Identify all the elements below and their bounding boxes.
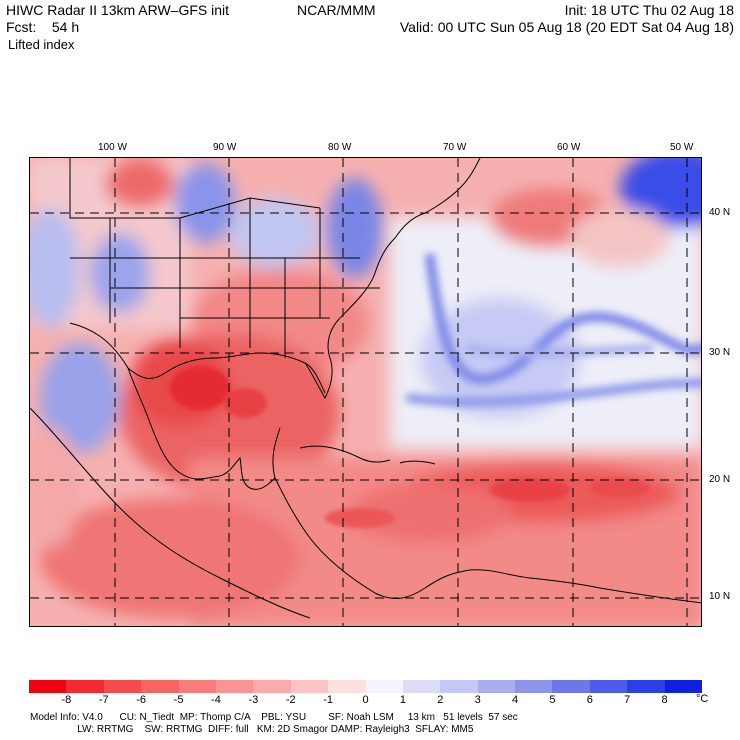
- colorbar-tick-label: -5: [173, 694, 184, 706]
- colorbar-segment: [440, 680, 479, 693]
- field-blue-plains: [90, 233, 150, 313]
- colorbar-segment: [328, 680, 366, 693]
- field-atlantic-blue: [420, 298, 580, 418]
- init-time: Init: 18 UTC Thu 02 Aug 18: [564, 2, 734, 18]
- lon-label: 60 W: [557, 142, 581, 153]
- colorbar-tick-label: 5: [549, 694, 556, 706]
- field-red-gulfcore2: [223, 388, 267, 418]
- field-blue-ohio: [230, 198, 320, 268]
- field-blue-appalachian: [327, 178, 383, 278]
- field-red-north: [105, 158, 175, 208]
- model-info-line1: Model Info: V4.0 CU: N_Tiedt MP: Thomp C…: [30, 712, 518, 723]
- organization: NCAR/MMM: [297, 2, 376, 18]
- coastline-florida: [304, 317, 341, 400]
- colorbar-tick-label: -4: [211, 694, 221, 706]
- colorbar-tick-label: -2: [285, 694, 296, 706]
- lat-label: 10 N: [709, 591, 731, 602]
- colorbar-segment: [103, 680, 142, 693]
- lat-label: 20 N: [709, 474, 731, 485]
- coastline-hispaniola: [399, 460, 436, 465]
- lon-label: 80 W: [328, 142, 352, 153]
- colorbar-tick-label: 8: [661, 694, 668, 706]
- forecast-hour: Fcst: 54 h: [6, 19, 80, 35]
- model-title: HIWC Radar II 13km ARW–GFS init: [6, 2, 230, 18]
- colorbar-segment: [627, 680, 666, 693]
- colorbar-tick-label: 4: [511, 694, 519, 706]
- colorbar-tick-label: -3: [248, 694, 259, 706]
- field-blue-midwest: [175, 163, 235, 243]
- colorbar-tick-label: -8: [61, 694, 72, 706]
- colorbar-segment: [290, 680, 329, 693]
- field-red-mdrcore: [490, 478, 570, 502]
- field-blue-rockies: [30, 208, 80, 328]
- field-name: Lifted index: [8, 37, 75, 52]
- colorbar-segment: [402, 680, 441, 693]
- colorbar-segment: [29, 680, 67, 693]
- colorbar-segment: [253, 680, 292, 693]
- valid-time: Valid: 00 UTC Sun 05 Aug 18 (20 EDT Sat …: [399, 19, 734, 35]
- colorbar-unit: °C: [696, 693, 709, 705]
- field-blue-northeast: [620, 158, 701, 228]
- colorbar-segment: [215, 680, 254, 693]
- border-us-mexico: [69, 322, 129, 369]
- field-blue-band: [405, 378, 701, 407]
- colorbar-segment: [515, 680, 553, 693]
- lon-label: 100 W: [98, 142, 127, 153]
- coastline-texas: [127, 352, 326, 394]
- field-red-carib-core: [325, 508, 395, 528]
- field-red-eastpac: [40, 498, 300, 618]
- lon-label: 70 W: [443, 142, 467, 153]
- coastline-cuba: [299, 445, 391, 463]
- lon-label: 50 W: [670, 142, 694, 153]
- coastline-pacific-mx: [30, 407, 311, 619]
- field-blue-band2: [466, 344, 654, 358]
- colorbar-segment: [477, 680, 516, 693]
- colorbar-segment: [66, 680, 105, 693]
- border-states-a: [109, 198, 321, 358]
- field-red-mdrcore2: [590, 478, 650, 498]
- field-weak-northeast: [570, 208, 670, 268]
- colorbar-segment: [552, 680, 591, 693]
- colorbar-segment: [365, 680, 404, 693]
- colorbar: [29, 680, 703, 693]
- colorbar-tick-label: -1: [323, 694, 333, 706]
- coastline-east: [339, 158, 481, 319]
- coastline-gulf: [127, 367, 281, 490]
- field-blue-west: [40, 343, 120, 453]
- colorbar-tick-label: 1: [399, 694, 406, 706]
- lat-label: 40 N: [709, 207, 731, 218]
- lon-label: 90 W: [213, 142, 237, 153]
- colorbar-tick-label: 3: [474, 694, 481, 706]
- field-red-gulfcore: [170, 366, 230, 410]
- coastline-s-america: [424, 569, 701, 604]
- model-info-line2: LW: RRTMG SW: RRTMG DIFF: full KM: 2D Sm…: [30, 724, 474, 735]
- field-weak-eastpac-w: [30, 428, 80, 548]
- colorbar-tick-label: 0: [362, 694, 369, 706]
- colorbar-segment: [141, 680, 180, 693]
- colorbar-segment: [589, 680, 628, 693]
- colorbar-tick-label: 6: [586, 694, 593, 706]
- lifted-index-map: [29, 157, 702, 627]
- colorbar-segment: [178, 680, 217, 693]
- colorbar-tick-label: -7: [98, 694, 109, 706]
- colorbar-segment: [664, 680, 703, 693]
- field-red-caribbean: [350, 483, 510, 543]
- colorbar-tick-label: 2: [437, 694, 444, 706]
- colorbar-tick-label: -6: [136, 694, 147, 706]
- lat-label: 30 N: [709, 347, 731, 358]
- colorbar-tick-label: 7: [624, 694, 631, 706]
- border-states-b: [70, 257, 380, 319]
